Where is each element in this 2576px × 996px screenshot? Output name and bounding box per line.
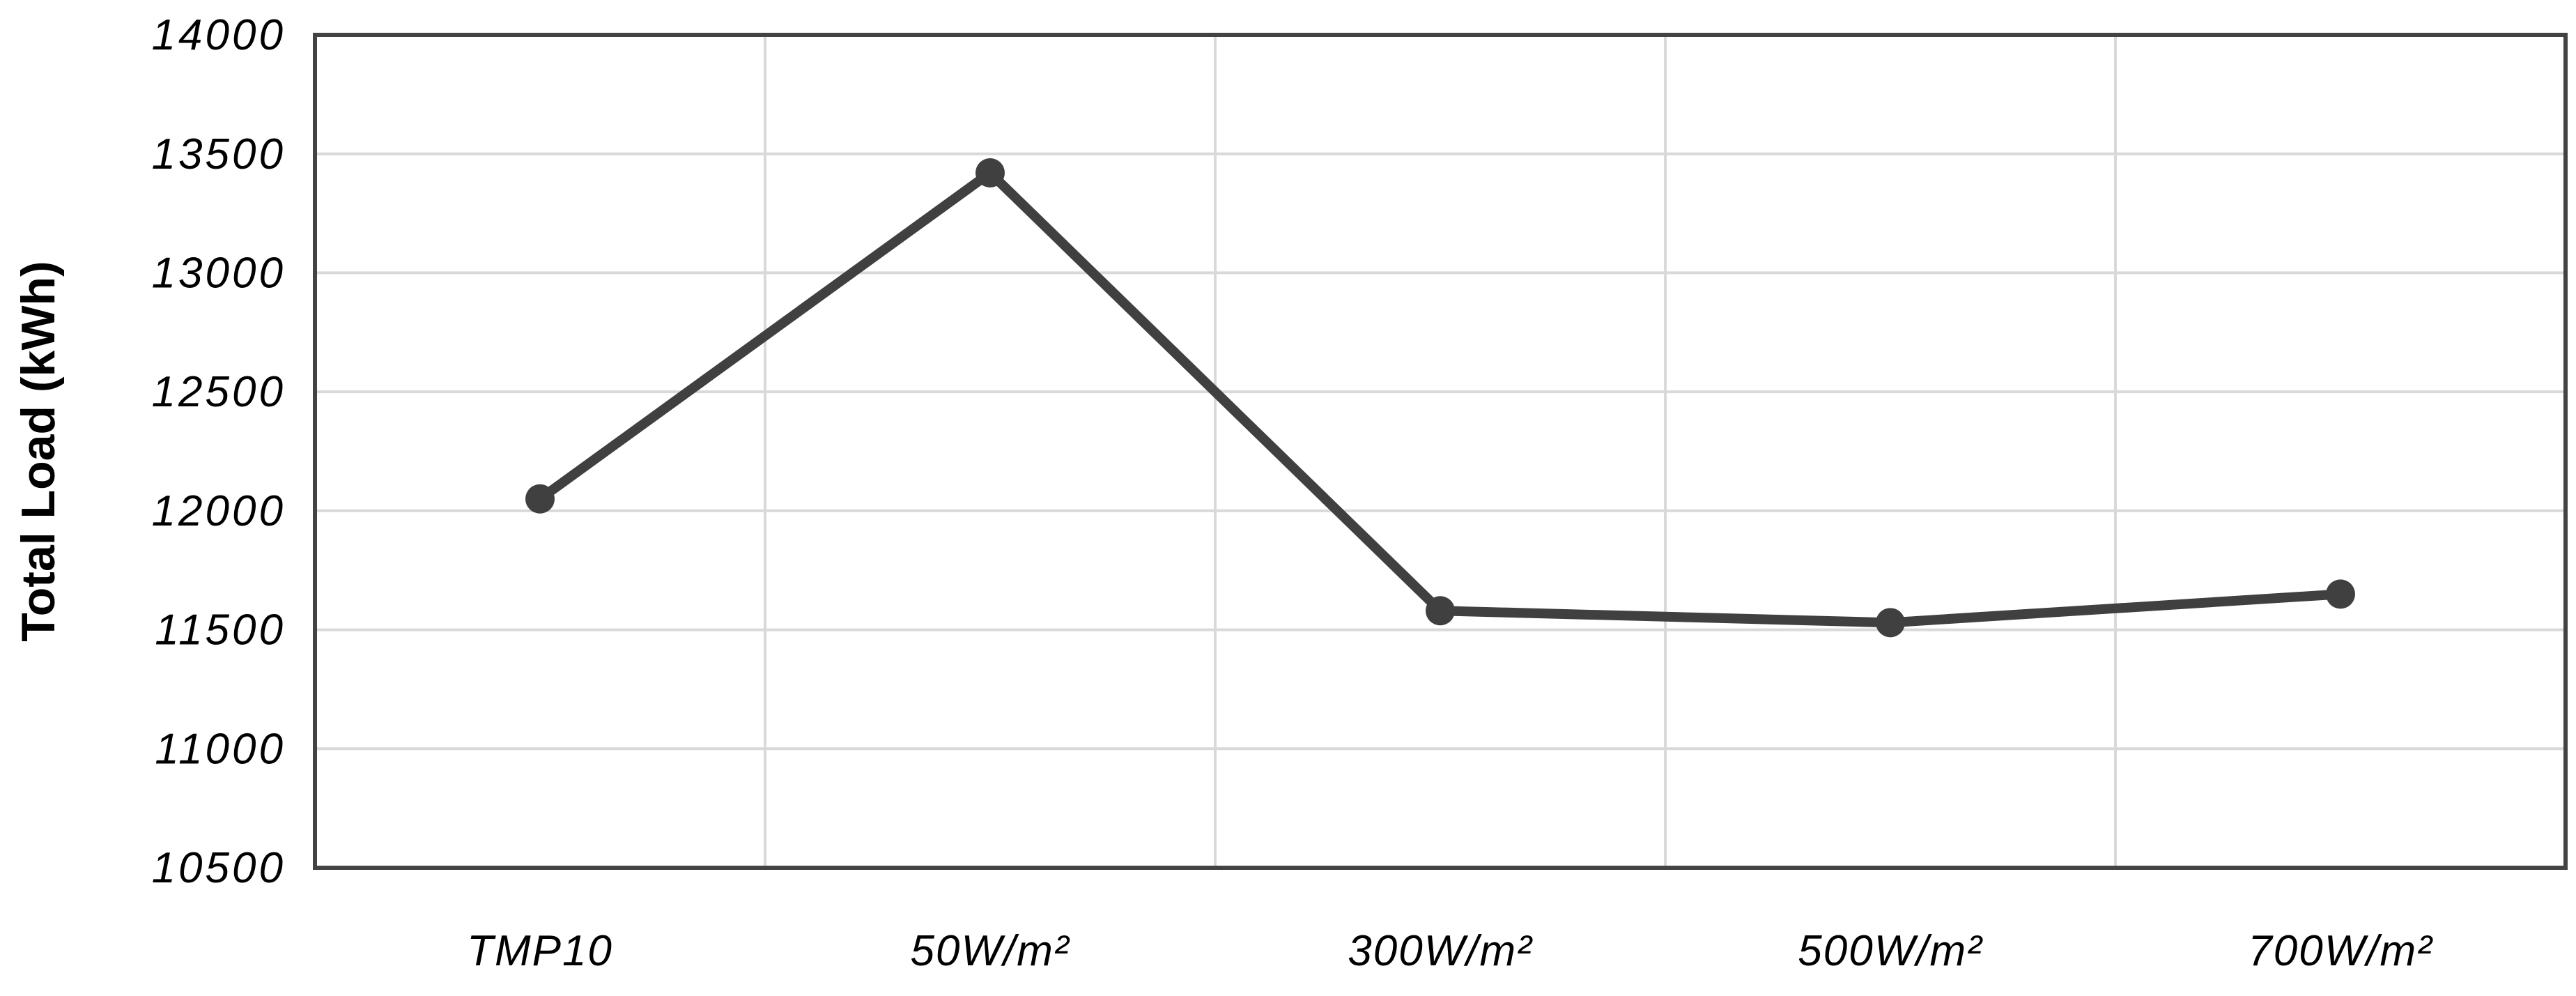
data-point-marker	[1876, 608, 1905, 638]
data-point-marker	[525, 484, 555, 514]
y-axis-title: Total Load (kWh)	[12, 261, 65, 641]
plot-border	[313, 33, 2568, 870]
data-point-marker	[975, 158, 1005, 188]
data-point-marker	[1426, 596, 1455, 626]
y-tick-label: 12000	[152, 487, 286, 535]
y-tick-label: 11500	[155, 606, 286, 654]
y-tick-label: 13500	[152, 130, 286, 178]
x-tick-label: 50W/m²	[911, 927, 1070, 975]
x-tick-label: 300W/m²	[1348, 927, 1533, 975]
y-tick-label: 14000	[152, 11, 286, 59]
x-tick-label: 500W/m²	[1798, 927, 1983, 975]
y-tick-label: 11000	[155, 725, 286, 773]
x-tick-label: 700W/m²	[2248, 927, 2433, 975]
y-tick-label: 10500	[152, 844, 286, 892]
data-point-marker	[2326, 579, 2355, 609]
y-tick-label: 12500	[152, 368, 286, 416]
x-tick-label: TMP10	[467, 927, 613, 975]
y-tick-label: 13000	[152, 250, 286, 298]
